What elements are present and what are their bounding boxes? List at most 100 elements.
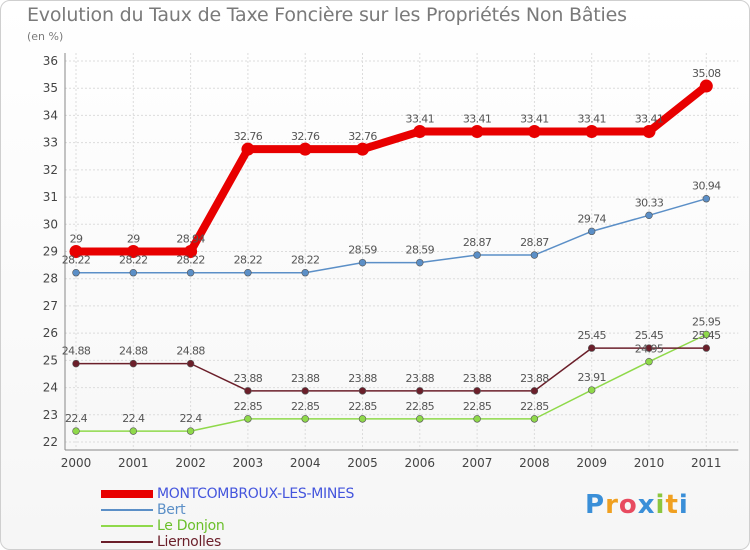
data-point: [184, 245, 198, 258]
logo-letter: r: [605, 490, 619, 520]
data-label: 25.95: [692, 316, 721, 329]
data-label: 24.95: [635, 343, 664, 356]
data-label: 32.76: [234, 130, 263, 143]
legend: MONTCOMBROUX-LES-MINES Bert Le Donjon Liern…: [101, 486, 354, 550]
x-tick-label: 2003: [233, 456, 264, 470]
series-line-1: [76, 197, 707, 274]
logo-letter: t: [665, 490, 679, 520]
data-label: 22.85: [463, 400, 492, 413]
y-tick-label: 35: [43, 81, 58, 95]
logo-letter: i: [678, 490, 689, 520]
axes: 22 23 24 25 26 27 28 29 30 31 32 33 34 35 36 2000 2001 20…: [43, 53, 739, 470]
data-point: [129, 427, 138, 435]
data-point: [645, 211, 653, 220]
legend-item: Bert: [101, 502, 354, 518]
data-label: 28.22: [234, 254, 263, 267]
data-label: 24.88: [62, 345, 91, 358]
data-point: [358, 415, 367, 423]
data-point: [585, 124, 599, 138]
data-label: 24.88: [176, 345, 205, 358]
y-tick-label: 33: [43, 136, 58, 150]
data-point: [129, 269, 138, 277]
data-label: 22.4: [180, 412, 203, 425]
data-point: [473, 415, 481, 423]
data-label: 23.91: [577, 371, 606, 384]
series-line-0: [76, 82, 709, 256]
data-label: 22.85: [234, 400, 263, 413]
x-tick-label: 2008: [519, 456, 550, 470]
data-label: 24.88: [119, 345, 148, 358]
data-labels: 29 29 28.94 32.76 32.76 32.76 33.41 33.41 33.41 3…: [62, 67, 722, 425]
data-label: 29.74: [577, 212, 606, 225]
data-point: [72, 269, 80, 277]
data-label: 28.59: [348, 244, 377, 257]
data-point: [358, 258, 367, 267]
data-point: [244, 415, 252, 423]
y-tick-label: 29: [43, 245, 58, 259]
proxiti-logo: Proxiti: [585, 490, 689, 520]
data-point: [645, 344, 653, 352]
data-point: [530, 415, 539, 423]
data-point: [642, 124, 656, 138]
data-point: [186, 427, 195, 435]
legend-item: Le Donjon: [101, 518, 354, 534]
data-label: 23.88: [348, 372, 377, 385]
chart-subtitle: (en %): [27, 30, 64, 43]
data-point: [530, 387, 539, 395]
data-label: 28.22: [291, 254, 320, 267]
data-label: 23.88: [463, 372, 492, 385]
y-tick-label: 36: [43, 54, 58, 68]
data-point: [358, 387, 367, 395]
series-line-2: [76, 333, 707, 432]
data-label: 23.88: [291, 372, 320, 385]
legend-label: Le Donjon: [157, 518, 225, 534]
x-tick-label: 2009: [576, 456, 607, 470]
data-point: [244, 387, 252, 395]
data-point: [186, 269, 195, 277]
data-label: 28.22: [62, 254, 91, 267]
logo-letter: i: [655, 490, 666, 520]
legend-label: Bert: [157, 502, 186, 518]
data-label: 32.76: [291, 130, 320, 143]
data-point: [413, 124, 427, 138]
chart-title: Evolution du Taux de Taxe Foncière sur l…: [27, 4, 627, 26]
data-point: [587, 344, 596, 352]
data-point: [241, 142, 255, 156]
x-tick-label: 2005: [347, 456, 378, 470]
x-tick-label: 2010: [634, 456, 665, 470]
data-point: [527, 124, 541, 138]
data-point: [301, 415, 309, 423]
data-point: [69, 245, 83, 258]
data-label: 23.88: [520, 372, 549, 385]
series-lines: [69, 79, 713, 435]
data-label: 23.88: [406, 372, 435, 385]
y-tick-label: 30: [43, 217, 58, 231]
legend-label: MONTCOMBROUX-LES-MINES: [157, 486, 355, 502]
legend-item: MONTCOMBROUX-LES-MINES: [101, 486, 354, 502]
data-label: 22.85: [348, 400, 377, 413]
data-point: [416, 387, 424, 395]
x-tick-label: 2004: [290, 456, 321, 470]
y-tick-label: 31: [43, 190, 58, 204]
logo-letter: P: [585, 490, 606, 520]
data-label: 25.45: [692, 329, 721, 342]
data-label: 30.94: [692, 180, 721, 193]
data-point: [702, 330, 710, 339]
legend-swatch: [101, 490, 153, 498]
data-label: 25.45: [577, 329, 606, 342]
data-label: 33.41: [520, 112, 549, 125]
legend-swatch: [101, 509, 153, 511]
data-point: [244, 269, 252, 277]
data-label: 22.85: [291, 400, 320, 413]
y-tick-label: 32: [43, 163, 58, 177]
y-tick-label: 27: [43, 299, 58, 313]
legend-label: Liernolles: [157, 534, 221, 550]
data-point: [473, 387, 481, 395]
data-point: [587, 227, 596, 236]
data-label: 28.87: [463, 236, 492, 249]
data-label: 28.22: [119, 254, 148, 267]
y-tick-label: 26: [43, 326, 58, 340]
data-label: 22.85: [520, 400, 549, 413]
